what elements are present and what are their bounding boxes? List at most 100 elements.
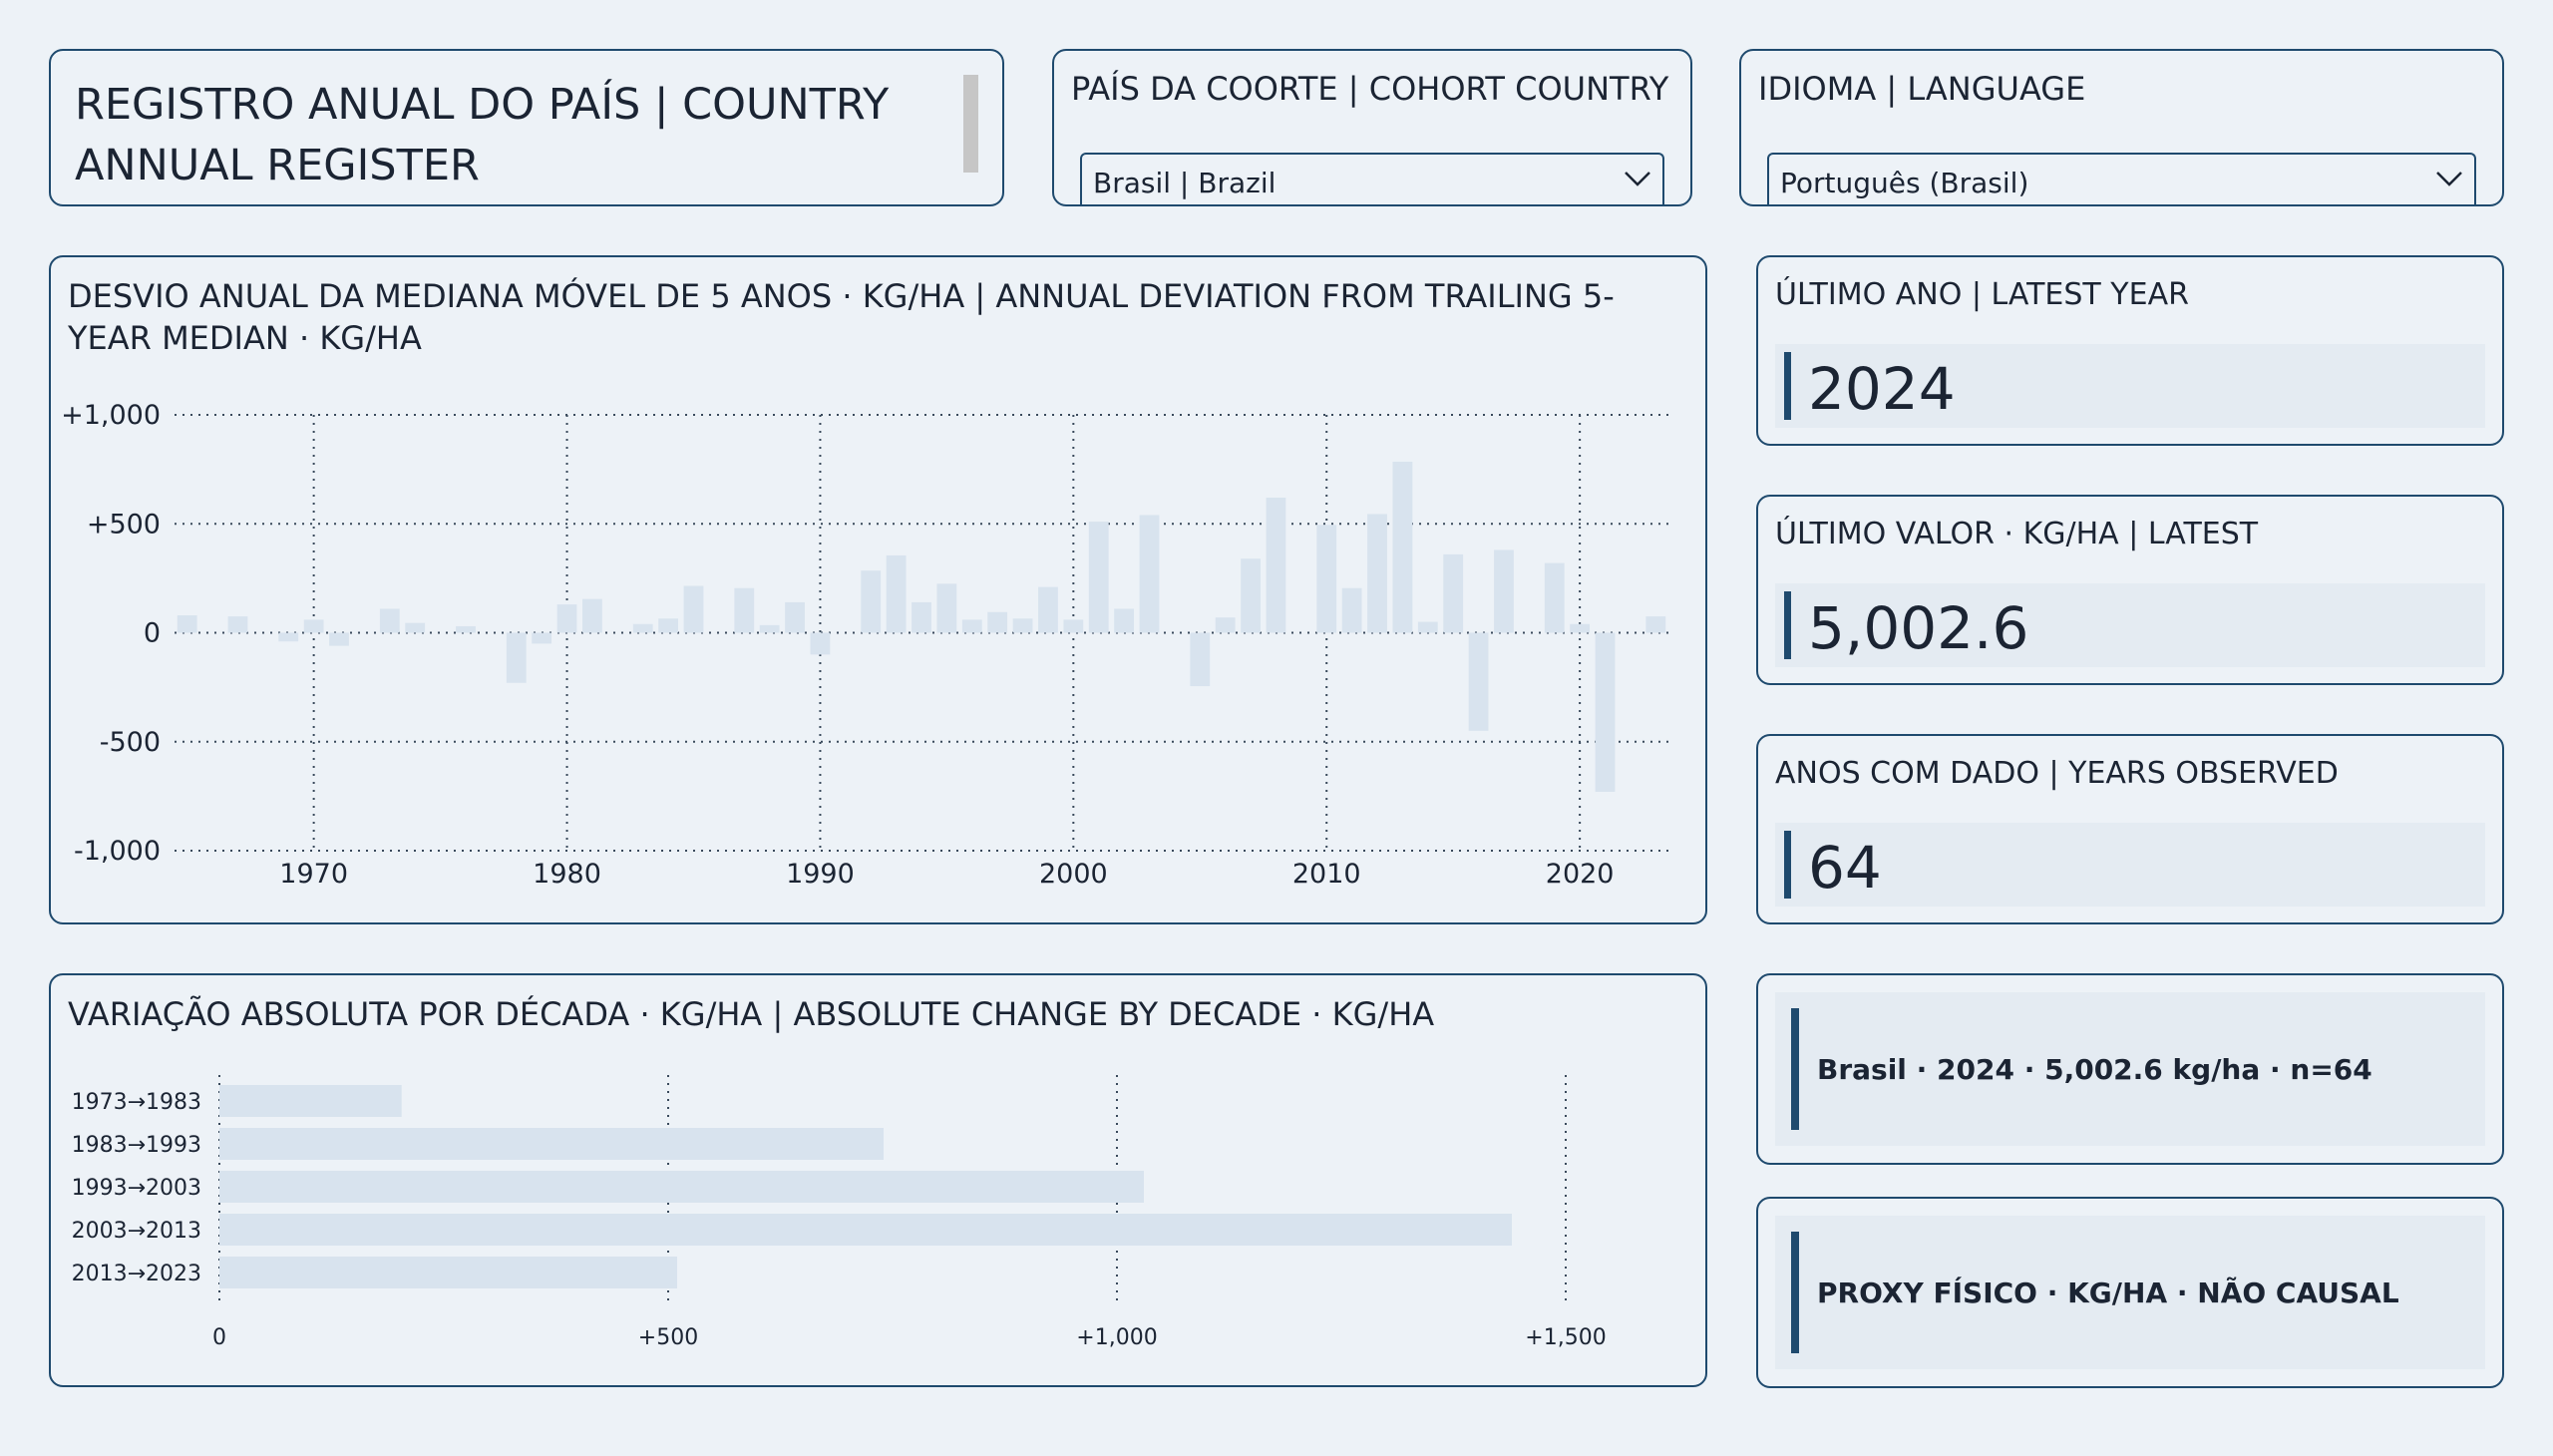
deviation-bar <box>632 623 653 633</box>
kpi-latest-year-card: ÚLTIMO ANO | LATEST YEAR 2024 <box>1756 255 2504 446</box>
category-label: 2013→2023 <box>72 1262 201 1286</box>
x-tick-label: +500 <box>638 1325 698 1350</box>
x-tick-label: 1970 <box>279 859 348 890</box>
deviation-bar <box>785 601 805 633</box>
country-slicer-label: PAÍS DA COORTE | COHORT COUNTRY <box>1071 70 1669 108</box>
kpi-years-observed-label: ANOS COM DADO | YEARS OBSERVED <box>1775 756 2339 791</box>
deviation-bar <box>379 608 400 633</box>
kpi-latest-value-box: 5,002.6 <box>1775 583 2485 667</box>
summary-note-card: Brasil · 2024 · 5,002.6 kg/ha · n=64 <box>1756 973 2504 1165</box>
deviation-bar <box>456 625 476 633</box>
x-tick-label: +1,000 <box>1076 1325 1157 1350</box>
deviation-bar <box>1392 461 1413 633</box>
deviation-bar <box>556 604 577 633</box>
deviation-bar <box>1088 522 1109 633</box>
deviation-bar <box>683 585 704 633</box>
x-tick-label: 1990 <box>786 859 855 890</box>
y-tick-label: +1,000 <box>61 400 161 431</box>
deviation-chart: +1,000 +500 0 -500 -1,000 1970 1980 1990 2000 201… <box>61 400 1668 890</box>
kpi-latest-value-value: 5,002.6 <box>1808 594 2029 662</box>
deviation-bar <box>1468 632 1489 731</box>
deviation-bar <box>1595 632 1616 793</box>
deviation-bar <box>506 632 527 683</box>
x-tick-label: 2000 <box>1039 859 1108 890</box>
deviation-bar <box>278 632 299 642</box>
deviation-bar <box>734 587 755 633</box>
proxy-note-text: PROXY FÍSICO · KG/HA · NÃO CAUSAL <box>1817 1275 2399 1309</box>
deviation-bar <box>961 619 982 633</box>
proxy-note-box: PROXY FÍSICO · KG/HA · NÃO CAUSAL <box>1775 1216 2485 1369</box>
deviation-chart-card: +1,000 +500 0 -500 -1,000 1970 1980 1990 2000 201… <box>49 255 1707 924</box>
deviation-bar <box>658 618 679 633</box>
deviation-bar <box>861 570 882 633</box>
scrollbar-thumb[interactable] <box>963 75 978 173</box>
decade-chart-title: VARIAÇÃO ABSOLUTA POR DÉCADA · KG/HA | A… <box>68 995 1435 1033</box>
deviation-bar <box>886 554 907 633</box>
deviation-bar <box>1139 515 1160 633</box>
summary-note-text: Brasil · 2024 · 5,002.6 kg/ha · n=64 <box>1817 1052 2372 1086</box>
deviation-bar <box>329 632 349 646</box>
decade-bar <box>219 1128 884 1160</box>
deviation-bar <box>759 624 780 633</box>
deviation-bar <box>1038 586 1058 633</box>
deviation-bar <box>303 619 324 633</box>
deviation-bar <box>1443 553 1464 633</box>
country-slicer: PAÍS DA COORTE | COHORT COUNTRY Brasil |… <box>1052 49 1692 206</box>
deviation-bar <box>810 632 831 655</box>
deviation-bar <box>532 632 552 644</box>
kpi-latest-year-box: 2024 <box>1775 344 2485 428</box>
category-label: 1983→1993 <box>72 1133 201 1158</box>
kpi-latest-year-value: 2024 <box>1808 355 1956 423</box>
decade-bar <box>219 1214 1512 1246</box>
y-tick-label: +500 <box>87 509 161 540</box>
decade-chart: 0 +500 +1,000 +1,500 1973→1983 1983→1993 1993→… <box>72 1075 1607 1350</box>
deviation-bar <box>1012 618 1033 633</box>
kpi-years-observed-box: 64 <box>1775 823 2485 907</box>
deviation-bar <box>227 616 248 633</box>
x-tick-label: 2010 <box>1292 859 1361 890</box>
deviation-bar <box>1494 549 1514 633</box>
page-title: REGISTRO ANUAL DO PAÍS | COUNTRY ANNUAL … <box>75 80 890 190</box>
deviation-bar <box>987 611 1008 633</box>
kpi-years-observed-card: ANOS COM DADO | YEARS OBSERVED 64 <box>1756 734 2504 924</box>
accent-bar <box>1784 591 1791 659</box>
country-dropdown-value: Brasil | Brazil <box>1093 167 1276 199</box>
deviation-bar <box>1341 587 1362 633</box>
x-tick-label: 2020 <box>1546 859 1615 890</box>
x-tick-label: +1,500 <box>1525 1325 1606 1350</box>
language-slicer-label: IDIOMA | LANGUAGE <box>1758 70 2086 108</box>
deviation-bar <box>912 601 931 633</box>
title-card: REGISTRO ANUAL DO PAÍS | COUNTRY ANNUAL … <box>49 49 1004 206</box>
deviation-bar <box>1241 558 1261 633</box>
accent-bar <box>1791 1232 1799 1353</box>
language-dropdown-value: Português (Brasil) <box>1780 167 2029 199</box>
x-tick-label: 1980 <box>533 859 601 890</box>
y-tick-label: 0 <box>144 618 161 649</box>
y-tick-label: -1,000 <box>74 836 161 867</box>
deviation-bar <box>1266 498 1286 633</box>
deviation-chart-title: DESVIO ANUAL DA MEDIANA MÓVEL DE 5 ANOS … <box>68 277 1615 357</box>
chevron-down-icon <box>1625 172 1650 186</box>
accent-bar <box>1784 831 1791 899</box>
kpi-latest-value-label: ÚLTIMO VALOR · KG/HA | LATEST <box>1775 517 2259 551</box>
deviation-bar <box>1367 514 1387 633</box>
accent-bar <box>1784 352 1791 420</box>
deviation-bar <box>1544 562 1565 633</box>
decade-bar <box>219 1085 402 1117</box>
deviation-bar <box>177 615 197 633</box>
deviation-bar <box>1190 632 1211 687</box>
language-slicer: IDIOMA | LANGUAGE Português (Brasil) <box>1739 49 2504 206</box>
deviation-bar <box>1645 616 1666 633</box>
proxy-note-card: PROXY FÍSICO · KG/HA · NÃO CAUSAL <box>1756 1197 2504 1388</box>
category-label: 2003→2013 <box>72 1219 201 1244</box>
language-dropdown[interactable]: Português (Brasil) <box>1767 153 2476 204</box>
deviation-bar <box>582 598 602 633</box>
country-dropdown[interactable]: Brasil | Brazil <box>1080 153 1664 204</box>
deviation-bar <box>1114 608 1135 633</box>
chevron-down-icon <box>2436 172 2462 186</box>
decade-bar <box>219 1257 677 1288</box>
category-label: 1973→1983 <box>72 1090 201 1115</box>
decade-bar <box>219 1171 1144 1203</box>
kpi-years-observed-value: 64 <box>1808 834 1882 902</box>
decade-chart-card: 0 +500 +1,000 +1,500 1973→1983 1983→1993 1993→… <box>49 973 1707 1387</box>
